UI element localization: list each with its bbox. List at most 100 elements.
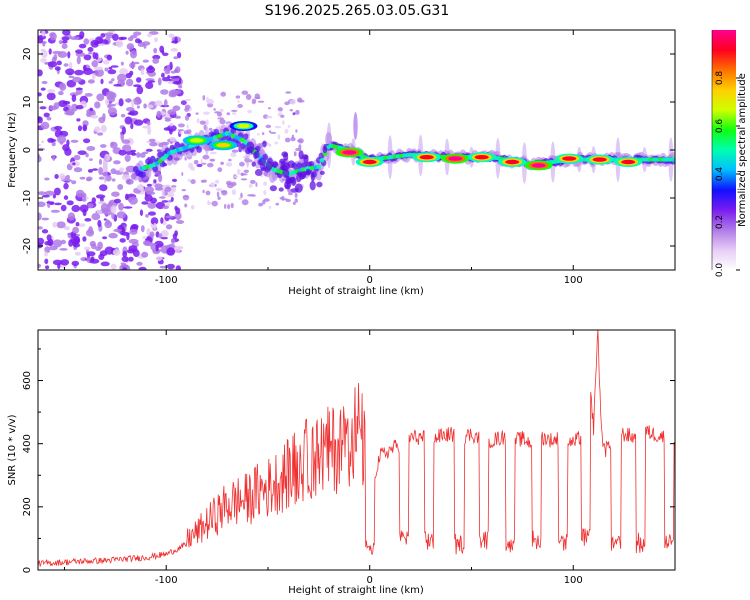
noise-blob <box>203 111 210 115</box>
noise-blob <box>38 237 45 245</box>
noise-blob <box>134 119 144 126</box>
noise-blob <box>75 87 83 91</box>
noise-blob <box>154 183 163 189</box>
noise-blob <box>92 72 96 80</box>
noise-blob <box>44 177 50 181</box>
noise-blob <box>40 121 50 130</box>
noise-blob <box>160 217 164 224</box>
noise-blob <box>297 99 305 103</box>
noise-blob <box>220 91 226 97</box>
noise-blob <box>170 70 177 74</box>
noise-blob <box>52 239 63 248</box>
noise-blob <box>71 103 78 112</box>
noise-blob <box>162 205 169 209</box>
noise-blob <box>258 202 264 207</box>
noise-blob <box>268 143 272 148</box>
noise-blob <box>230 109 238 112</box>
noise-blob <box>230 152 237 158</box>
noise-blob <box>66 179 73 182</box>
noise-blob <box>100 261 110 267</box>
peak-core <box>342 150 357 155</box>
noise-blob <box>61 40 68 44</box>
noise-blob <box>152 54 161 60</box>
noise-blob <box>38 116 43 124</box>
noise-blob <box>105 91 115 100</box>
noise-blob <box>261 132 265 136</box>
noise-blob <box>124 193 129 201</box>
noise-blob <box>199 120 206 125</box>
noise-blob <box>64 111 75 116</box>
noise-blob <box>190 204 195 210</box>
noise-blob <box>121 126 126 135</box>
noise-blob <box>190 166 196 171</box>
noise-blob <box>169 123 174 127</box>
noise-blob <box>146 228 151 236</box>
x-tick-label: -100 <box>155 275 178 286</box>
noise-blob <box>295 109 300 115</box>
x-tick-label: 100 <box>564 575 583 586</box>
noise-blob <box>284 128 289 134</box>
snr-frame <box>37 329 676 571</box>
noise-blob <box>54 174 59 179</box>
ridge-blob <box>309 180 316 191</box>
snr-x-ticks: -100 0 100 <box>63 330 676 586</box>
noise-blob <box>216 191 220 198</box>
noise-blob <box>71 180 77 185</box>
noise-blob <box>56 221 66 229</box>
noise-blob <box>78 223 86 228</box>
noise-blob <box>94 126 101 132</box>
noise-blob <box>145 214 149 218</box>
noise-blob <box>205 190 211 196</box>
noise-blob <box>100 203 109 212</box>
noise-blob <box>38 143 42 147</box>
noise-blob <box>202 95 206 101</box>
noise-blob <box>217 167 223 173</box>
noise-blob <box>125 78 134 87</box>
noise-blob <box>180 100 187 106</box>
noise-blob <box>59 173 66 180</box>
noise-blob <box>100 78 104 85</box>
noise-blob <box>175 66 181 74</box>
noise-blob <box>219 119 226 125</box>
noise-blob <box>221 190 228 196</box>
noise-blob <box>46 92 56 101</box>
noise-blob <box>122 250 128 258</box>
ridge-blob <box>282 168 290 178</box>
ridge-line <box>670 157 675 162</box>
noise-blob <box>196 163 203 168</box>
noise-blob <box>134 96 141 103</box>
noise-blob <box>68 61 73 70</box>
noise-blob <box>165 224 173 230</box>
ridge-blob <box>319 170 325 175</box>
noise-blob <box>50 209 61 213</box>
noise-blob <box>133 31 142 36</box>
noise-blob <box>72 242 81 248</box>
noise-blob <box>166 64 171 73</box>
ridge-line <box>319 158 325 163</box>
noise-blob <box>251 194 256 197</box>
noise-blob <box>206 96 210 103</box>
noise-blob <box>38 226 43 230</box>
noise-blob <box>102 113 106 121</box>
noise-blob <box>63 63 69 67</box>
noise-blob <box>73 154 81 161</box>
noise-blob <box>74 69 84 76</box>
noise-blob <box>171 185 177 188</box>
noise-blob <box>38 155 42 163</box>
noise-blob <box>120 61 124 66</box>
snr-plot-area <box>38 330 675 567</box>
noise-blob <box>76 118 81 122</box>
noise-blob <box>153 47 158 54</box>
noise-blob <box>141 201 149 205</box>
noise-blob <box>78 43 87 49</box>
noise-blob <box>56 60 62 66</box>
noise-blob <box>216 111 223 117</box>
noise-blob <box>170 47 178 52</box>
noise-blob <box>71 204 81 213</box>
noise-blob <box>41 194 50 198</box>
noise-blob <box>141 251 149 258</box>
noise-blob <box>91 60 99 68</box>
noise-blob <box>119 68 129 75</box>
noise-blob <box>102 59 110 65</box>
noise-blob <box>43 112 50 118</box>
